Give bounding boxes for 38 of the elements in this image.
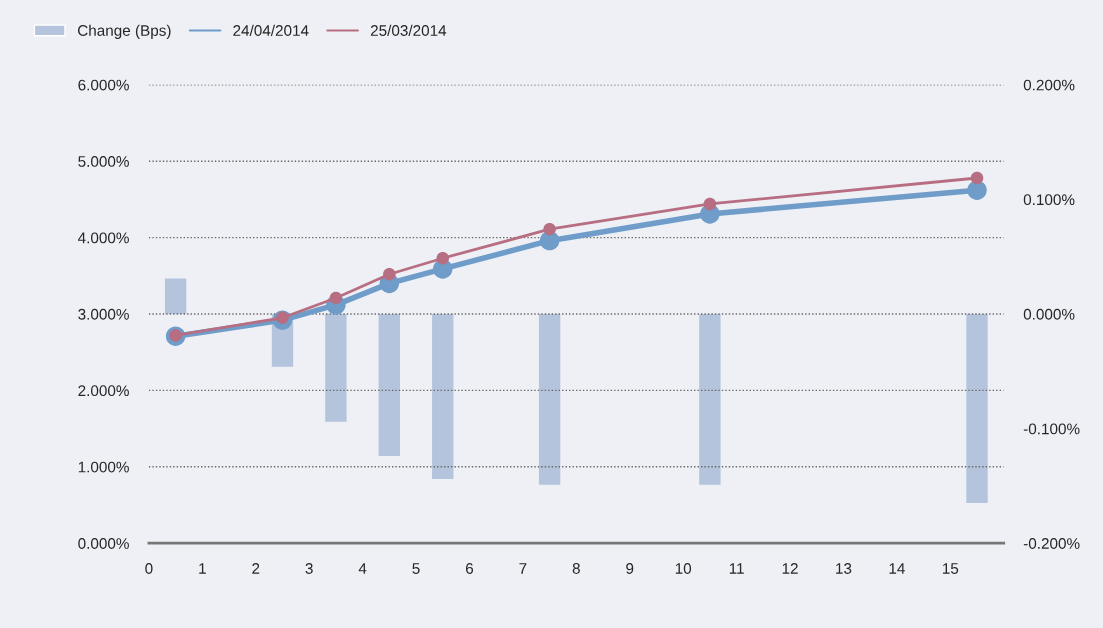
y2-tick-label: -0.100% <box>1023 423 1080 435</box>
x-tick-label: 2 <box>252 563 260 574</box>
x-tick-label: 0 <box>145 563 153 574</box>
point <box>329 291 343 305</box>
y-tick-label: 1.000% <box>78 461 129 473</box>
x-tick-label: 10 <box>675 563 692 574</box>
legend-label: 24/04/2014 <box>233 24 309 36</box>
x-tick-label: 12 <box>782 563 798 574</box>
x-tick-label: 8 <box>572 563 580 574</box>
point <box>703 197 717 211</box>
x-tick-label: 5 <box>412 563 420 574</box>
y2-tick-label: 0.200% <box>1023 79 1075 91</box>
y2-tick-label: 0.100% <box>1023 194 1075 206</box>
y-tick-label: 3.000% <box>78 308 129 320</box>
x-tick-label: 3 <box>305 563 313 574</box>
x-tick-label: 14 <box>889 563 905 574</box>
y-tick-label: 6.000% <box>78 79 129 91</box>
legend-label: 25/03/2014 <box>370 24 447 36</box>
point <box>543 222 556 236</box>
y2-tick-label: 0.000% <box>1023 308 1075 320</box>
point <box>436 251 449 265</box>
y2-tick-label: -0.200% <box>1023 538 1080 549</box>
point <box>383 268 396 281</box>
point <box>967 180 987 200</box>
y-tick-label: 2.000% <box>78 385 129 397</box>
x-tick-label: 4 <box>358 563 367 574</box>
x-tick-label: 1 <box>199 563 206 574</box>
x-tick-label: 11 <box>729 563 744 574</box>
x-tick-label: 9 <box>626 563 634 574</box>
y-tick-label: 5.000% <box>78 156 129 167</box>
x-tick-label: 6 <box>465 563 474 574</box>
x-tick-label: 15 <box>942 563 959 574</box>
y-tick-label: 4.000% <box>78 232 129 244</box>
x-tick-label: 7 <box>519 563 527 574</box>
y-tick-label: 0.000% <box>78 538 129 549</box>
x-tick-label: 13 <box>836 563 852 574</box>
point <box>970 171 984 185</box>
legend-label: Change (Bps) <box>77 24 171 39</box>
